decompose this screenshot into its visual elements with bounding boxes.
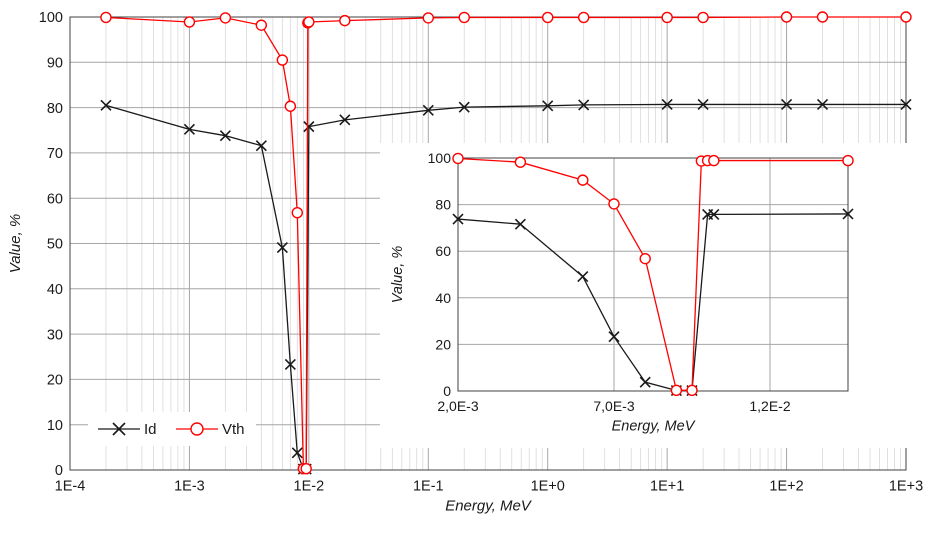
data-point-vth: [577, 11, 590, 24]
data-point-vth: [291, 206, 303, 219]
data-point-id: [781, 98, 793, 110]
data-point-id: [697, 98, 709, 110]
data-point-id: [578, 99, 590, 111]
data-point-id: [291, 447, 303, 459]
data-point-id: [661, 98, 673, 110]
y-tick-label: 0: [443, 383, 451, 399]
data-point-vth: [608, 198, 620, 210]
x-tick-label: 1E-1: [413, 479, 444, 495]
data-point-vth: [686, 384, 698, 397]
y-tick-label: 0: [55, 463, 63, 479]
legend-marker: [190, 422, 204, 436]
data-point-id: [219, 130, 231, 142]
x-tick-label: 1E-3: [174, 479, 205, 495]
data-point-vth: [422, 12, 434, 24]
y-tick-label: 60: [47, 191, 63, 207]
data-point-vth: [300, 462, 312, 475]
data-point-id: [900, 98, 912, 110]
plot-border: [457, 157, 849, 392]
data-point-vth: [339, 14, 351, 27]
data-point-id: [708, 208, 720, 220]
x-tick-label: 7,0E-3: [593, 398, 634, 414]
x-tick-label: 2,0E-3: [437, 398, 478, 414]
data-point-vth: [639, 252, 651, 265]
x-axis-title: Energy, MeV: [445, 498, 533, 515]
data-point-id: [842, 208, 854, 220]
data-point-id: [577, 271, 589, 283]
data-point-id: [816, 98, 829, 110]
x-tick-label: 1E+0: [531, 479, 565, 495]
x-tick-label: 1E+3: [889, 479, 923, 495]
y-tick-label: 40: [47, 282, 63, 298]
legend-item-vth: Vth: [176, 421, 245, 438]
legend: Id Vth: [88, 412, 256, 446]
y-axis-title: Value, %: [7, 214, 24, 273]
y-tick-label: 100: [39, 10, 63, 26]
data-point-id: [639, 376, 651, 388]
legend-marker: [112, 422, 126, 436]
data-point-id: [303, 121, 315, 133]
y-tick-label: 100: [428, 150, 452, 166]
data-point-vth: [780, 11, 793, 23]
data-point-id: [276, 242, 288, 254]
data-point-vth: [276, 54, 289, 66]
data-point-vth: [670, 384, 683, 397]
legend-label: Id: [144, 421, 157, 438]
x-tick-label: 1,2E-2: [749, 398, 790, 414]
data-point-vth: [514, 156, 527, 168]
y-tick-label: 10: [47, 418, 63, 434]
y-axis-title: Value, %: [390, 246, 406, 304]
data-point-vth: [542, 11, 554, 24]
y-tick-label: 30: [47, 327, 63, 343]
legend-item-id: Id: [98, 421, 157, 438]
data-point-vth: [255, 19, 268, 31]
data-point-vth: [697, 11, 709, 24]
data-point-id: [542, 100, 554, 112]
data-point-vth: [842, 154, 854, 167]
data-point-vth: [303, 16, 315, 28]
data-point-vth: [452, 152, 464, 165]
y-tick-label: 50: [47, 237, 63, 253]
inset-chart: 2,0E-3 7,0E-3 1,2E-2 0 20 40 60 80 100 Energy, Me…: [380, 143, 912, 448]
data-point-id: [422, 104, 434, 116]
x-tick-label: 1E+2: [769, 479, 803, 495]
data-point-vth: [900, 11, 912, 23]
data-point-vth: [816, 11, 829, 23]
y-tick-label: 90: [47, 56, 63, 72]
x-tick-label: 1E+1: [650, 479, 684, 495]
x-tick-label: 1E-4: [55, 479, 86, 495]
data-point-id: [339, 114, 351, 126]
data-point-vth: [183, 16, 196, 28]
data-point-vth: [219, 12, 232, 24]
data-point-vth: [708, 154, 720, 167]
data-point-vth: [458, 11, 470, 24]
y-tick-label: 80: [435, 197, 451, 213]
data-point-id: [284, 358, 296, 371]
data-point-id: [255, 140, 267, 152]
plot-area: [458, 158, 848, 391]
x-axis-title: Energy, MeV: [612, 419, 696, 435]
data-point-id: [514, 218, 526, 230]
data-point-vth: [100, 11, 112, 24]
y-tick-label: 80: [47, 101, 63, 117]
data-point-id: [608, 331, 620, 343]
y-tick-label: 60: [435, 243, 451, 259]
legend-label: Vth: [222, 421, 245, 438]
data-point-id: [452, 213, 464, 225]
data-point-vth: [284, 100, 297, 112]
data-point-vth: [577, 174, 589, 186]
y-tick-label: 20: [435, 336, 451, 352]
data-point-id: [458, 101, 470, 113]
series-line-id: [105, 103, 906, 470]
data-point-id: [183, 123, 195, 135]
y-tick-label: 70: [47, 146, 63, 162]
y-tick-label: 40: [435, 290, 451, 306]
x-tick-label: 1E-2: [294, 479, 325, 495]
data-point-id: [100, 99, 112, 111]
series-line-id: [457, 213, 849, 392]
data-point-vth: [661, 11, 673, 24]
y-tick-label: 20: [47, 373, 63, 389]
